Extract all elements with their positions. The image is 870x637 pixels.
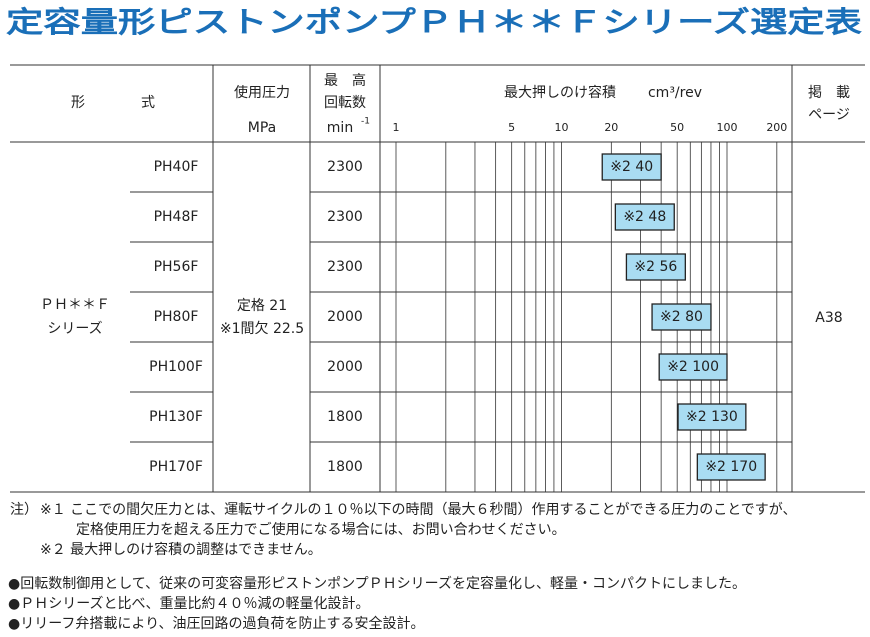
speed: 1800 (327, 409, 363, 425)
pressure: 定格 21 (237, 298, 287, 314)
model: PH56F (154, 259, 199, 275)
header: -1 (361, 117, 370, 127)
bar-label: ※2 56 (634, 259, 677, 275)
series-name: シリーズ (47, 321, 102, 337)
bar (658, 353, 728, 381)
header: MPa (248, 120, 276, 136)
page-ref: A38 (815, 310, 842, 326)
x-tick-label: 1 (393, 121, 400, 134)
header: 最大押しのけ容積 (504, 84, 616, 101)
bar-label: ※2 48 (623, 209, 666, 225)
header: 回転数 (324, 95, 366, 111)
bar-label: ※2 130 (686, 409, 738, 425)
model: PH48F (154, 209, 199, 225)
header: cm³/rev (648, 85, 702, 101)
bar-label: ※2 170 (705, 459, 757, 475)
model: PH130F (149, 409, 203, 425)
model: PH40F (154, 159, 199, 175)
x-tick-label: 100 (717, 121, 738, 134)
bar (614, 203, 675, 231)
bar (625, 253, 686, 281)
speed: 2300 (327, 259, 363, 275)
pressure: ※1間欠 22.5 (220, 321, 304, 337)
bar-label: ※2 80 (660, 309, 703, 325)
x-tick-label: 5 (508, 121, 515, 134)
note-label: 注） (10, 502, 38, 518)
model: PH80F (154, 309, 199, 325)
header: 形 式 (71, 95, 155, 111)
x-tick-label: 200 (766, 121, 787, 134)
model: PH170F (149, 459, 203, 475)
header: 最 高 (324, 72, 366, 89)
bullet: ●ＰＨシリーズと比べ、重量比約４０％減の軽量化設計。 (8, 595, 370, 612)
bullet: ●リリーフ弁搭載により、油圧回路の過負荷を防止する安全設計。 (8, 615, 425, 632)
header: ページ (808, 107, 850, 123)
model: PH100F (149, 359, 203, 375)
x-tick-label: 50 (670, 121, 684, 134)
bar (677, 403, 747, 431)
bar-label: ※2 100 (667, 359, 719, 375)
header: min (327, 120, 353, 136)
title: 定容量形ピストンポンプＰＨ＊＊Ｆシリーズ選定表 (6, 5, 862, 39)
speed: 1800 (327, 459, 363, 475)
note: ※１ ここでの間欠圧力とは、運転サイクルの１０％以下の時間（最大６秒間）作用する… (40, 502, 797, 518)
note: ※２ 最大押しのけ容積の調整はできません。 (40, 541, 322, 558)
speed: 2000 (327, 309, 363, 325)
header: 掲 載 (808, 85, 850, 101)
bullet: ●回転数制御用として、従来の可変容量形ピストンポンプＰＨシリーズを定容量化し、軽… (8, 575, 746, 592)
speed: 2300 (327, 159, 363, 175)
bar (601, 153, 662, 181)
header: 使用圧力 (234, 84, 290, 101)
bar-label: ※2 40 (610, 159, 653, 175)
speed: 2000 (327, 359, 363, 375)
bar (651, 303, 712, 331)
note: 定格使用圧力を超える圧力でご使用になる場合には、お問い合わせください。 (76, 521, 566, 538)
series-name: ＰＨ＊＊Ｆ (40, 297, 110, 313)
bar (696, 453, 766, 481)
x-tick-label: 20 (604, 121, 618, 134)
x-tick-label: 10 (555, 121, 569, 134)
speed: 2300 (327, 209, 363, 225)
